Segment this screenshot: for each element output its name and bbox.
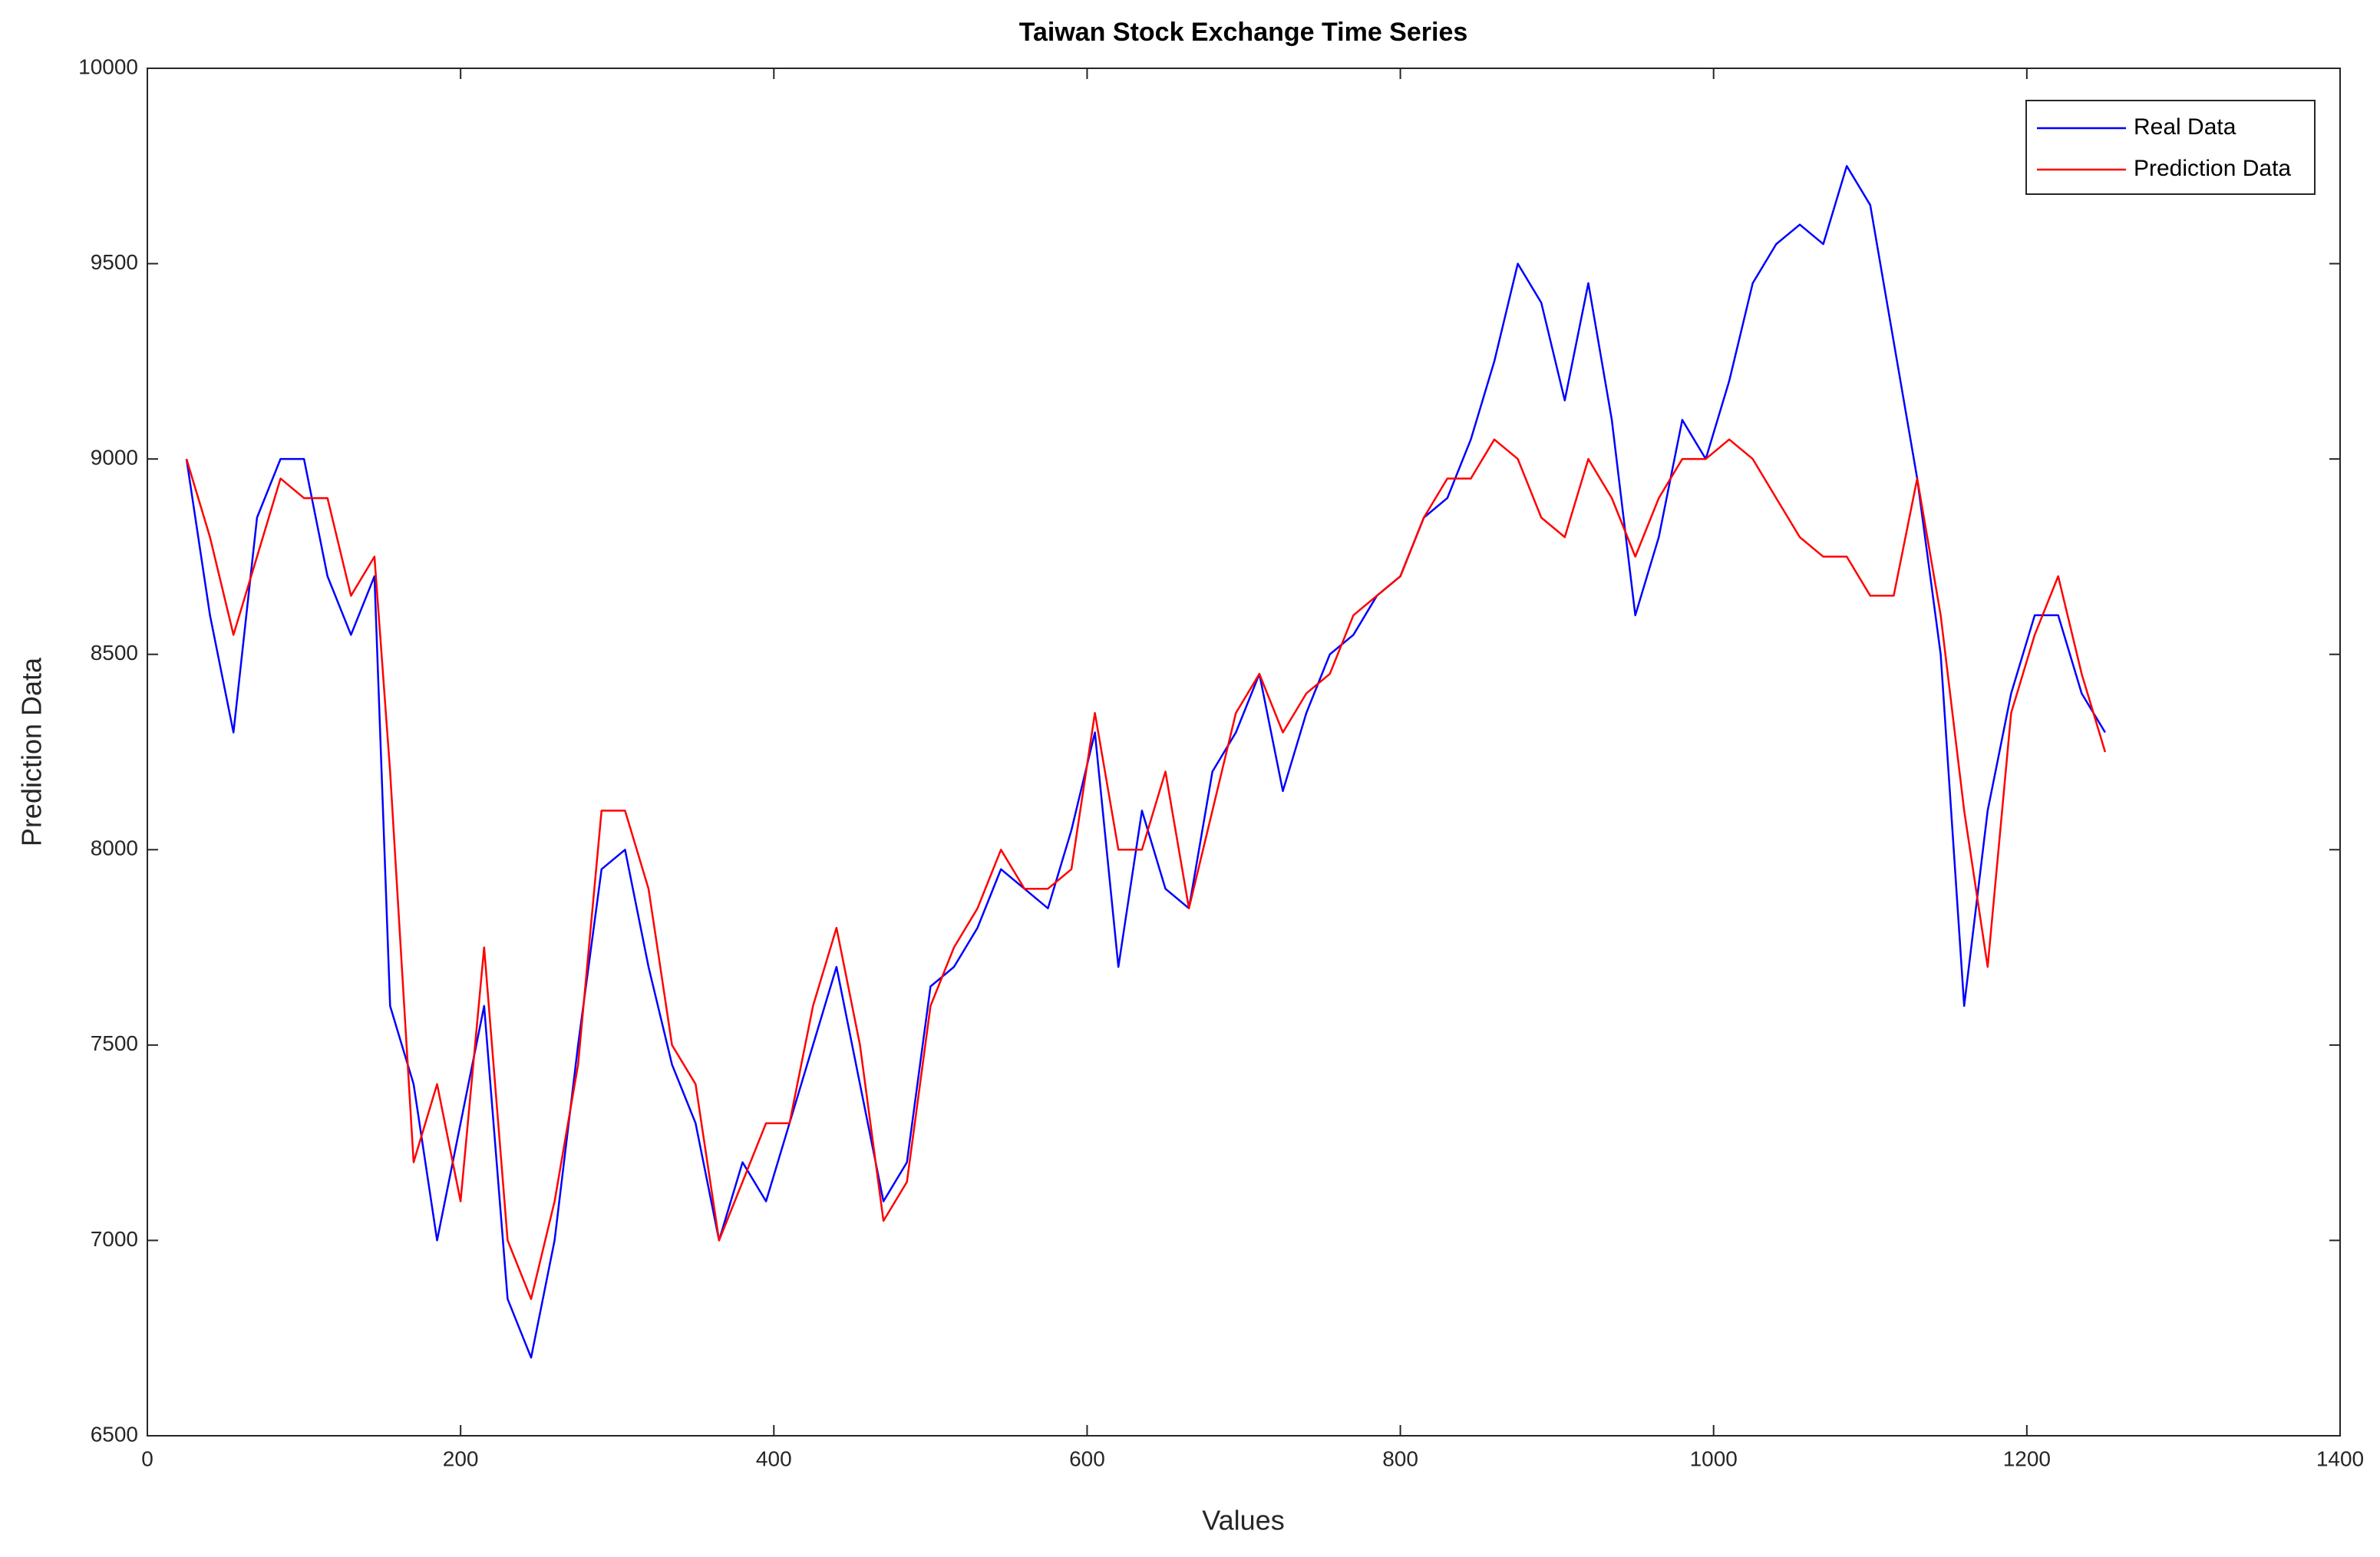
y-tick-label: 6500 [91,1422,138,1446]
x-tick-label: 1200 [2003,1446,2051,1470]
chart-title: Taiwan Stock Exchange Time Series [1019,18,1468,47]
x-tick-label: 1000 [1690,1446,1738,1470]
data-line [185,165,2106,1359]
legend-label: Prediction Data [2134,156,2291,181]
y-axis-label: Prediction Data [16,657,48,846]
y-tick-label: 7500 [91,1031,138,1055]
legend-label: Real Data [2134,114,2236,140]
plot-area [147,68,2341,1437]
y-tick-label: 7000 [91,1227,138,1251]
legend-box [2025,100,2316,195]
x-tick-label: 0 [141,1446,153,1470]
x-tick-label: 600 [1069,1446,1105,1470]
y-tick-label: 10000 [78,54,138,78]
y-tick-label: 8500 [91,641,138,665]
y-tick-label: 9500 [91,250,138,274]
x-tick-label: 200 [443,1446,479,1470]
y-tick-label: 9000 [91,446,138,470]
x-tick-label: 1400 [2316,1446,2364,1470]
y-tick-label: 8000 [91,836,138,860]
x-axis-label: Values [1202,1505,1284,1536]
x-tick-label: 400 [756,1446,792,1470]
x-tick-label: 800 [1382,1446,1418,1470]
data-line [185,438,2107,1301]
